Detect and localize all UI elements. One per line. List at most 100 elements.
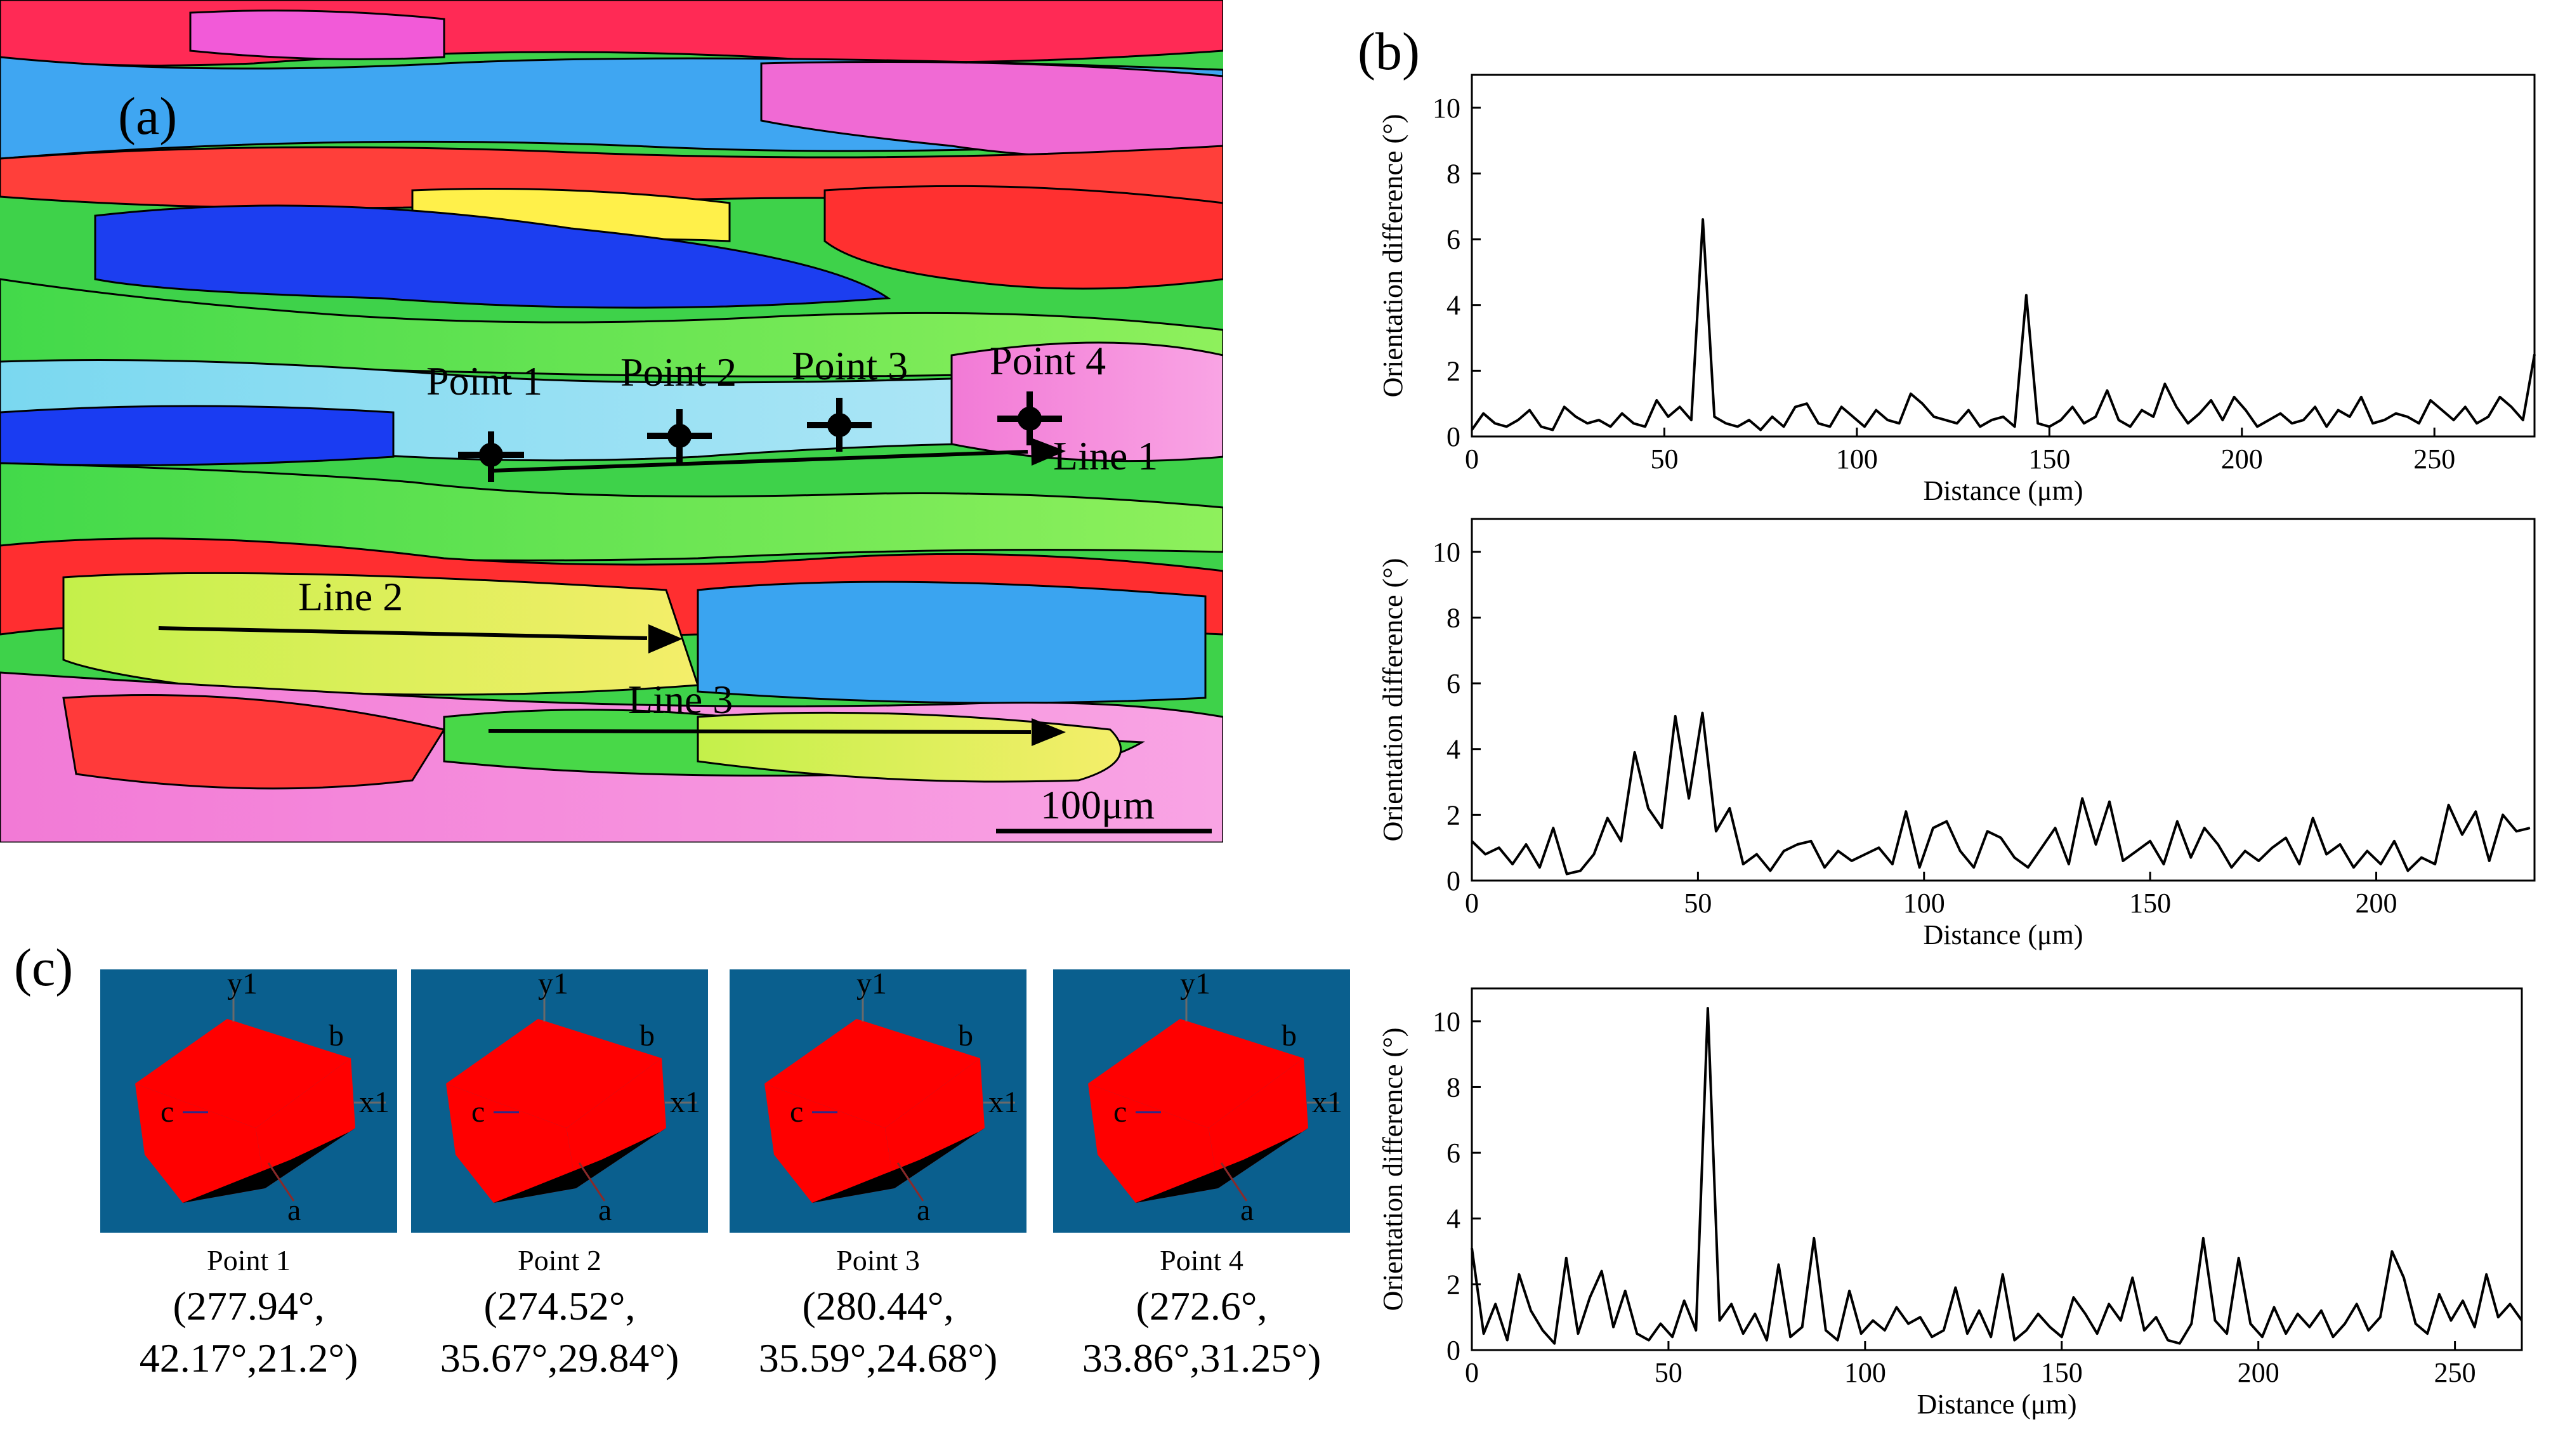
cube-side-face (885, 1058, 985, 1188)
cube-point-label: Point 2 (518, 1244, 601, 1276)
point-label-4: Point 4 (990, 338, 1106, 383)
grain (697, 580, 1207, 704)
y-tick-label: 2 (1446, 1269, 1460, 1300)
euler-angles-line-1: (274.52°, (483, 1283, 636, 1328)
line-label-2: Line 2 (298, 574, 403, 619)
y-axis-title: Orientation difference (°) (1377, 558, 1408, 842)
scale-bar-label: 100μm (1040, 782, 1155, 827)
cube-front-face (135, 1084, 265, 1203)
grain (0, 405, 395, 466)
euler-angles-line-1: (272.6°, (1136, 1283, 1268, 1328)
chart-svg: 0 50 100 150 200 250 0 2 4 6 8 10 Distance (μm) Orien… (1377, 74, 2536, 506)
axis-label-y: y1 (538, 969, 568, 1000)
y-tick-label: 2 (1446, 355, 1460, 386)
axis-label-x: x1 (359, 1085, 390, 1119)
point-marker-3 (807, 398, 872, 452)
x-tick-label: 100 (1903, 888, 1945, 919)
axis-label-a: a (1240, 1193, 1254, 1227)
x-tick-label: 200 (2238, 1357, 2279, 1388)
cube-side-face (256, 1058, 355, 1188)
axis-label-c: c (161, 1095, 174, 1129)
point-marker-2 (647, 409, 712, 463)
cube-front-face (1088, 1084, 1218, 1203)
cube-euler-angles: (272.6°, 33.86°,31.25°) (1024, 1280, 1379, 1384)
axis-label-y: y1 (227, 969, 258, 1000)
grain (823, 185, 1223, 290)
euler-angles-line-2: 33.86°,31.25°) (1082, 1335, 1321, 1381)
x-tick-label: 0 (1465, 888, 1479, 919)
x-axis-title: Distance (μm) (1917, 1389, 2076, 1420)
cube-top-face (135, 1019, 351, 1128)
cube-point-label: Point 1 (207, 1244, 291, 1276)
cube-side-face (567, 1058, 666, 1188)
x-tick-label: 50 (1650, 443, 1678, 475)
line-1-arrow (490, 438, 1066, 473)
euler-angles-line-1: (277.94°, (173, 1283, 325, 1328)
series-line-line-1 (1471, 218, 2536, 431)
x-tick-label: 200 (2356, 888, 2397, 919)
axis-label-a: a (598, 1193, 612, 1227)
point-label-1: Point 1 (426, 358, 542, 403)
y-tick-label: 10 (1433, 93, 1460, 124)
plot-frame (1471, 518, 2536, 882)
axis-label-b: b (329, 1019, 344, 1053)
series-line-line-3 (1471, 1007, 2523, 1345)
x-tick-label: 200 (2221, 443, 2263, 475)
y-tick-label: 0 (1446, 1335, 1460, 1366)
point-marker-4 (997, 391, 1062, 445)
panel-label-c: (c) (14, 938, 74, 997)
x-tick-label: 50 (1684, 888, 1712, 919)
y-tick-label: 0 (1446, 865, 1460, 896)
axis-label-c: c (471, 1095, 485, 1129)
axis-label-y: y1 (1180, 969, 1210, 1000)
y-tick-label: 4 (1446, 734, 1460, 765)
y-tick-label: 10 (1433, 537, 1460, 568)
crystal-cube-2: y1 x1 b c a (411, 969, 708, 1233)
x-tick-label: 50 (1655, 1357, 1682, 1388)
x-tick-label: 150 (2129, 888, 2171, 919)
x-tick-label: 250 (2413, 443, 2455, 475)
axis-label-b: b (639, 1019, 655, 1053)
euler-angles-line-2: 42.17°,21.2°) (139, 1335, 358, 1381)
y-axis-title: Orientation difference (°) (1377, 1028, 1408, 1311)
x-tick-label: 250 (2434, 1357, 2476, 1388)
panel-label-b: (b) (1358, 22, 1420, 81)
axis-label-c: c (1113, 1095, 1127, 1129)
ebsd-orientation-map: Point 1 Point 2 Point 3 Point 4 Line 1 L… (0, 0, 1223, 843)
grain (950, 341, 1223, 462)
axis-label-x: x1 (1312, 1085, 1342, 1119)
crystal-cube-3: y1 x1 b c a (730, 969, 1026, 1233)
chart-line-2: 0 50 100 150 200 0 2 4 6 8 10 Distance (μm) Orientat… (1370, 518, 2536, 957)
crystal-cube-1: y1 x1 b c a (100, 969, 397, 1233)
axis-label-b: b (1282, 1019, 1297, 1053)
line-2-arrow (158, 624, 683, 653)
line-3-arrow (488, 718, 1066, 746)
y-tick-label: 6 (1446, 1138, 1460, 1169)
cube-top-face (446, 1019, 662, 1128)
x-axis-title: Distance (μm) (1923, 475, 2083, 506)
axis-label-x: x1 (988, 1085, 1019, 1119)
x-tick-label: 0 (1465, 443, 1479, 475)
y-tick-label: 8 (1446, 602, 1460, 633)
euler-angles-line-2: 35.59°,24.68°) (758, 1335, 998, 1381)
euler-angles-line-1: (280.44°, (802, 1283, 954, 1328)
panel-label-a: (a) (118, 87, 178, 146)
grain (62, 694, 446, 790)
y-axis-title: Orientation difference (°) (1377, 114, 1408, 398)
series-line-line-2 (1471, 711, 2531, 876)
cube-euler-angles: (277.94°, 42.17°,21.2°) (71, 1280, 426, 1384)
y-tick-label: 6 (1446, 668, 1460, 699)
grain (94, 204, 891, 309)
cube-front-face (446, 1084, 576, 1203)
cube-point-label: Point 4 (1160, 1244, 1243, 1276)
crystal-cube-4: y1 x1 b c a (1053, 969, 1350, 1233)
x-tick-label: 150 (2041, 1357, 2083, 1388)
y-tick-label: 4 (1446, 1203, 1460, 1235)
x-tick-label: 0 (1465, 1357, 1479, 1388)
axis-label-x: x1 (670, 1085, 700, 1119)
axis-label-y: y1 (856, 969, 887, 1000)
point-label-3: Point 3 (792, 343, 908, 388)
cube-front-face (764, 1084, 895, 1203)
plot-frame (1471, 74, 2536, 438)
y-tick-label: 10 (1433, 1006, 1460, 1037)
